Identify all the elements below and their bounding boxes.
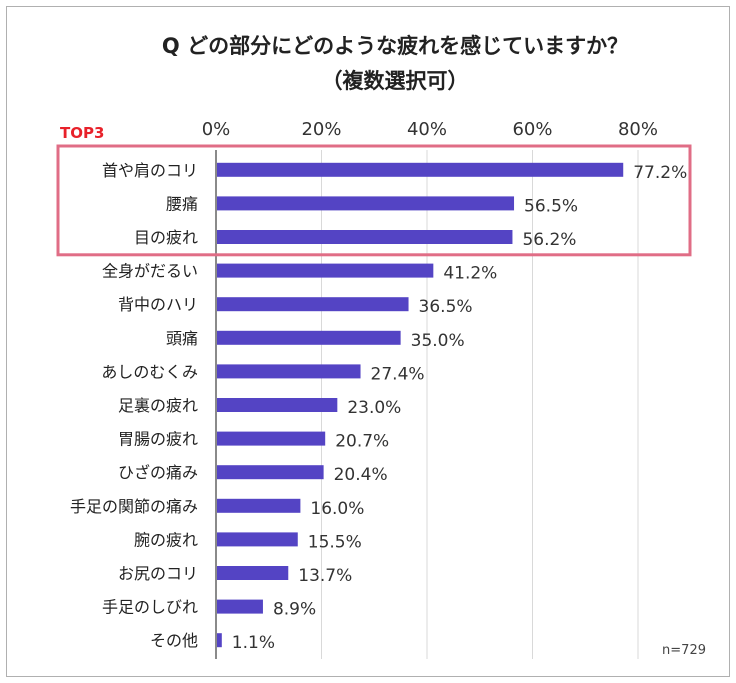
value-label: 35.0% (411, 331, 465, 351)
x-axis-ticks: 0% 20% 40% 60% 80% (202, 119, 658, 140)
value-label: 41.2% (443, 264, 497, 284)
category-label: あしのむくみ (101, 362, 198, 381)
value-label: 56.5% (524, 196, 578, 216)
bar (217, 498, 301, 513)
value-label: 27.4% (371, 364, 425, 384)
category-label: 手足のしびれ (102, 598, 198, 617)
bar (217, 162, 624, 177)
bar (217, 263, 434, 278)
top3-highlight-box (56, 144, 692, 257)
value-label: 77.2% (633, 163, 687, 183)
category-label: 全身がだるい (102, 262, 198, 281)
value-label: 56.2% (522, 230, 576, 250)
bar (217, 398, 338, 412)
category-label: 胃腸の疲れ (118, 430, 198, 449)
bar (217, 599, 263, 614)
bar (217, 431, 326, 446)
value-label: 20.4% (334, 465, 388, 485)
bar (217, 465, 324, 480)
category-label: 足裏の疲れ (118, 396, 198, 415)
category-label: お尻のコリ (118, 564, 198, 583)
category-label: 首や肩のコリ (102, 161, 198, 180)
value-label: 23.0% (347, 398, 401, 418)
bar (217, 364, 361, 379)
category-label: 腰痛 (166, 194, 198, 213)
value-label: 8.9% (273, 600, 316, 620)
chart-subtitle: （複数選択可） (322, 69, 469, 93)
x-tick-label: 20% (301, 119, 341, 140)
value-label: 20.7% (335, 432, 389, 452)
bar (217, 297, 409, 312)
x-tick-label: 0% (202, 119, 231, 140)
chart-title: Q どの部分にどのような疲れを感じていますか？ (162, 34, 628, 58)
bar (217, 330, 401, 345)
bars (217, 162, 624, 648)
bar (217, 196, 515, 211)
value-label: 15.5% (308, 532, 362, 552)
bar (217, 633, 222, 648)
category-label: 手足の関節の痛み (70, 497, 198, 516)
value-label: 1.1% (232, 633, 275, 653)
category-label: ひざの痛み (118, 463, 198, 482)
value-label: 13.7% (298, 566, 352, 586)
value-label: 36.5% (419, 297, 473, 317)
x-tick-label: 60% (512, 119, 552, 140)
category-label: その他 (150, 631, 198, 650)
value-label: 16.0% (310, 499, 364, 519)
x-tick-label: 40% (407, 119, 447, 140)
category-label: 背中のハリ (118, 295, 198, 314)
sample-size-label: n=729 (662, 643, 706, 658)
bar (217, 566, 289, 580)
value-labels: 77.2% 56.5% 56.2% 41.2% 36.5% 35.0% 27.4% 23.0%… (232, 163, 687, 653)
category-label: 腕の疲れ (134, 530, 198, 549)
category-label: 目の疲れ (134, 228, 198, 247)
bar (217, 230, 513, 244)
bar (217, 532, 298, 547)
top3-label: TOP3 (60, 124, 104, 142)
x-tick-label: 80% (618, 119, 658, 140)
category-label: 頭痛 (166, 329, 198, 348)
category-labels: 首や肩のコリ腰痛目の疲れ全身がだるい背中のハリ頭痛あしのむくみ足裏の疲れ胃腸の疲… (70, 161, 198, 650)
